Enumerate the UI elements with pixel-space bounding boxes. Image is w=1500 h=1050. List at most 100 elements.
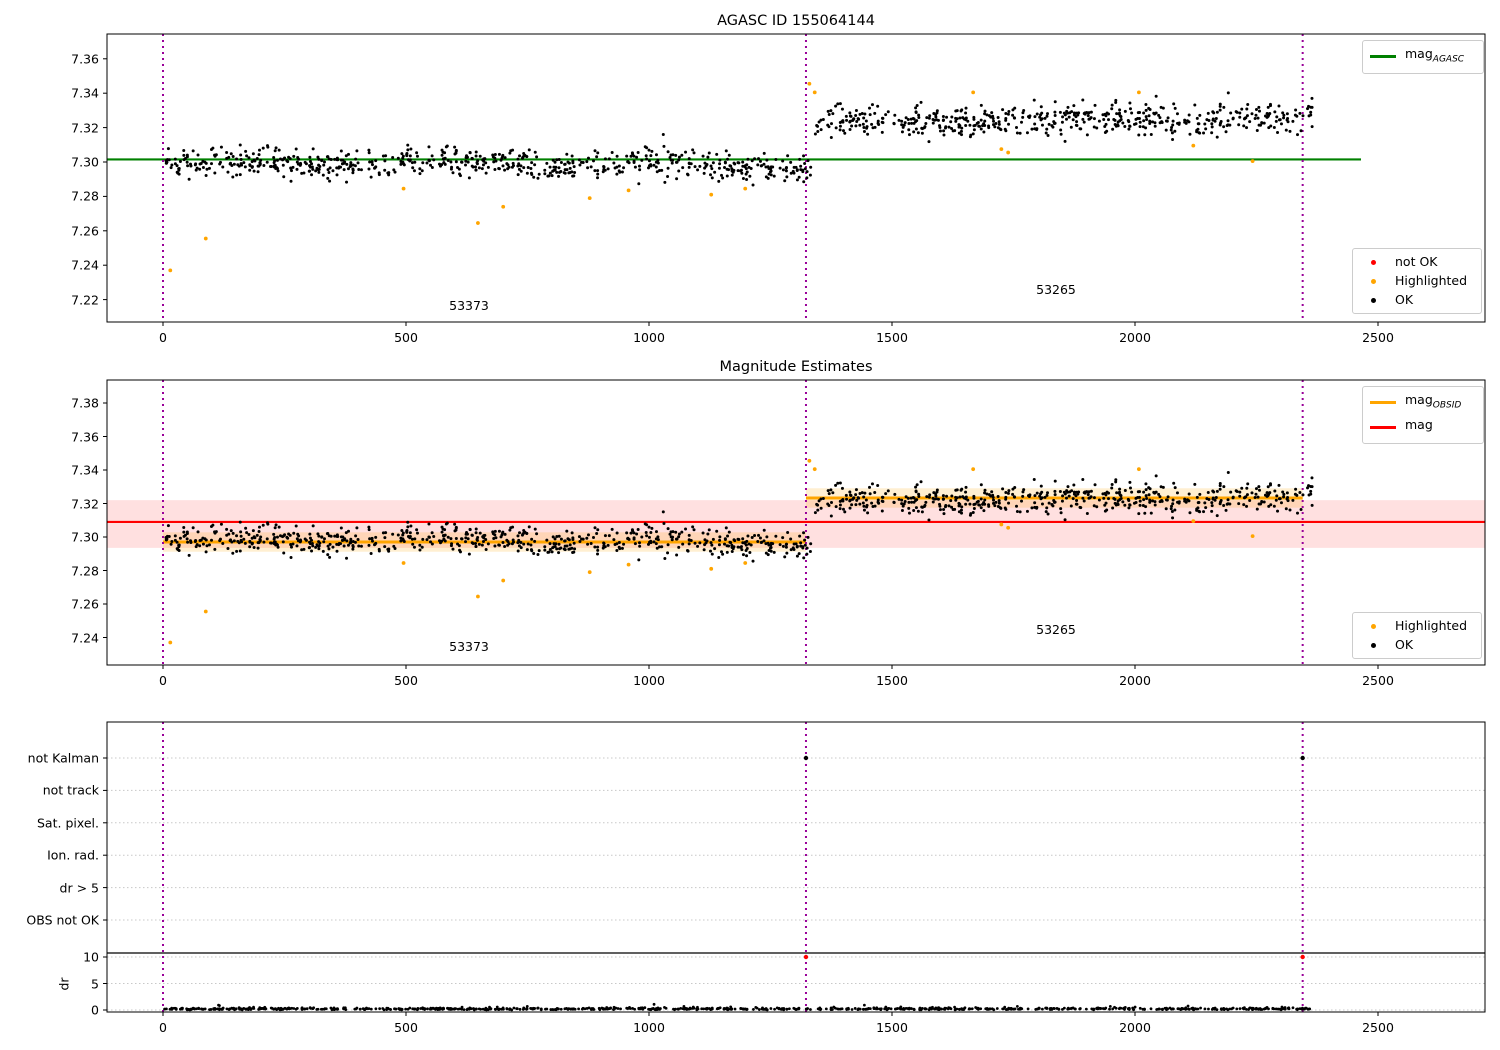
dr-point — [369, 1007, 373, 1011]
ok-point — [751, 183, 755, 187]
ok-point — [299, 162, 303, 166]
ok-point — [454, 148, 458, 152]
ok-point — [955, 117, 959, 121]
ok-point — [1153, 124, 1157, 128]
ok-point — [1153, 121, 1157, 125]
ok-point — [1145, 496, 1149, 500]
ok-point — [1214, 116, 1218, 120]
ok-point — [471, 165, 475, 169]
ok-point — [769, 549, 773, 553]
ok-point — [1298, 491, 1302, 495]
ok-point — [199, 538, 203, 542]
ok-point — [453, 152, 457, 156]
ok-point — [711, 537, 715, 541]
ok-point — [964, 106, 968, 110]
ok-point — [351, 167, 355, 171]
ok-point — [493, 168, 497, 172]
x-tick-label: 1000 — [633, 673, 665, 688]
ok-point — [935, 118, 939, 122]
ok-point — [745, 546, 749, 550]
dr-axis-label: dr — [56, 976, 72, 991]
ok-point — [1225, 502, 1229, 506]
ok-point — [450, 165, 454, 169]
ok-point — [471, 542, 475, 546]
ok-point — [1170, 509, 1174, 513]
ok-point — [692, 151, 696, 155]
ok-point — [707, 528, 711, 532]
legend-label: Highlighted — [1395, 273, 1468, 288]
ok-point — [1238, 494, 1242, 498]
ok-point — [911, 116, 915, 120]
ok-point — [727, 153, 731, 157]
ok-point — [805, 170, 809, 174]
ok-point — [647, 159, 651, 163]
ok-point — [805, 176, 809, 180]
ok-point — [632, 537, 636, 541]
ok-point — [591, 159, 595, 163]
ok-point — [225, 533, 229, 537]
dr-point — [354, 1007, 358, 1011]
ok-point — [979, 103, 983, 107]
ok-point — [732, 168, 736, 172]
ok-point — [680, 530, 684, 534]
ok-point — [557, 551, 561, 555]
ok-point — [756, 540, 760, 544]
ok-point — [492, 160, 496, 164]
ok-point — [427, 158, 431, 162]
ok-point — [917, 115, 921, 119]
ok-point — [902, 502, 906, 506]
ok-point — [989, 494, 993, 498]
ok-point — [1281, 111, 1285, 115]
ok-point — [927, 116, 931, 120]
ok-point — [533, 539, 537, 543]
ok-point — [1130, 111, 1134, 115]
ok-point — [1259, 123, 1263, 127]
ok-point — [819, 506, 823, 510]
x-tick-label: 1500 — [876, 673, 908, 688]
ok-point — [983, 112, 987, 116]
ok-point — [314, 545, 318, 549]
ok-point — [1141, 125, 1145, 129]
ok-point — [645, 146, 649, 150]
ok-point — [907, 506, 911, 510]
ok-point — [351, 547, 355, 551]
ok-point — [854, 503, 858, 507]
ok-point — [911, 495, 915, 499]
ok-point — [698, 541, 702, 545]
ok-point — [555, 170, 559, 174]
ok-point — [1286, 499, 1290, 503]
ok-point — [310, 162, 314, 166]
ok-point — [654, 542, 658, 546]
ok-point — [992, 498, 996, 502]
legend-mag-agasc: magAGASC — [1362, 40, 1484, 74]
ok-point — [1310, 485, 1314, 489]
ok-point — [884, 113, 888, 117]
ok-point — [769, 169, 773, 173]
ok-point — [900, 130, 904, 134]
ok-point — [992, 119, 996, 123]
ok-point — [848, 490, 852, 494]
dr-point — [567, 1007, 571, 1011]
dr-point — [1196, 1007, 1200, 1011]
ok-point — [816, 508, 820, 512]
ok-point — [519, 169, 523, 173]
ok-point — [410, 537, 414, 541]
ok-point — [1259, 502, 1263, 506]
ok-point — [942, 507, 946, 511]
ok-point — [670, 538, 674, 542]
ok-point — [724, 526, 728, 530]
highlighted-point — [168, 268, 173, 273]
ok-point — [384, 531, 388, 535]
ok-point — [516, 157, 520, 161]
ok-point — [632, 160, 636, 164]
dr-point — [889, 1007, 893, 1011]
ok-point — [762, 162, 766, 166]
ok-point — [1082, 491, 1086, 495]
ok-point — [953, 507, 957, 511]
ok-point — [193, 163, 197, 167]
ok-point — [1022, 108, 1026, 112]
ok-point — [501, 153, 505, 157]
ok-point — [996, 505, 1000, 509]
ok-point — [1198, 131, 1202, 135]
ok-point — [1266, 114, 1270, 118]
